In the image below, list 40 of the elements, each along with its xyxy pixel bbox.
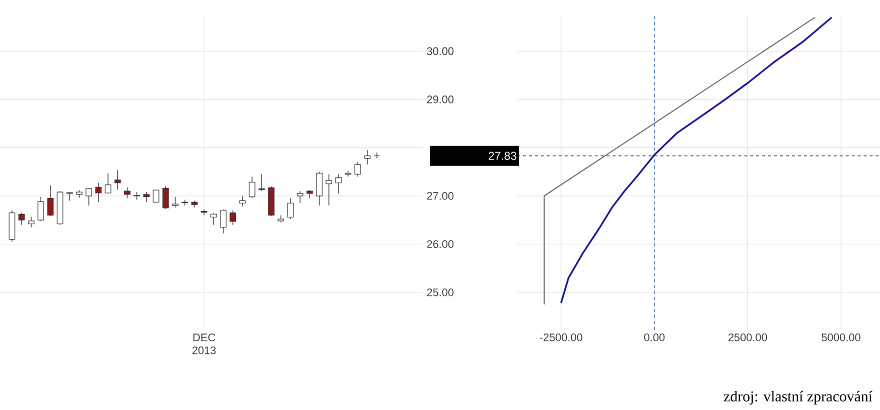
x-tick-label: -2500.00 xyxy=(540,334,582,342)
candlestick xyxy=(152,190,160,203)
candlestick xyxy=(28,216,34,228)
candlestick xyxy=(38,196,44,222)
candlestick xyxy=(335,174,342,194)
x-tick-label: 0.00 xyxy=(644,334,665,342)
candlestick xyxy=(296,190,304,204)
candlestick xyxy=(200,209,208,216)
x-tick-label: 5000.00 xyxy=(822,334,860,342)
y-tick-label: 30.00 xyxy=(426,47,454,56)
candlestick xyxy=(354,162,361,177)
candlestick xyxy=(364,150,370,165)
y-tick-label: 25.00 xyxy=(427,288,454,296)
candlestick xyxy=(316,171,322,206)
candlestick xyxy=(18,212,25,226)
candlestick xyxy=(124,186,130,199)
candlestick xyxy=(210,212,217,226)
candlestick xyxy=(114,170,121,190)
candlestick xyxy=(239,196,246,207)
candlestick xyxy=(374,152,380,159)
y-tick-label: 27.00 xyxy=(427,192,454,200)
candlestick xyxy=(143,192,150,203)
candlestick xyxy=(162,186,169,210)
ref-line-label: 27.83 xyxy=(488,152,516,160)
y-tick-label: 29.00 xyxy=(427,96,454,104)
x-tick-label: DEC 2013 xyxy=(192,334,216,354)
x-tick-label: 2500.00 xyxy=(728,334,768,342)
candlestick xyxy=(258,174,265,192)
candlestick xyxy=(326,174,332,206)
candlestick xyxy=(220,209,226,234)
candlestick xyxy=(86,188,92,206)
candlestick xyxy=(248,176,256,199)
y-tick-label: 26.00 xyxy=(427,240,454,248)
text: zdroj: vlastní zpracování xyxy=(724,390,872,404)
candlestick xyxy=(104,172,112,194)
candlestick xyxy=(287,198,294,220)
candlestick xyxy=(95,182,102,203)
candlestick xyxy=(230,210,236,226)
candlestick xyxy=(47,184,54,217)
candlestick xyxy=(172,196,178,208)
